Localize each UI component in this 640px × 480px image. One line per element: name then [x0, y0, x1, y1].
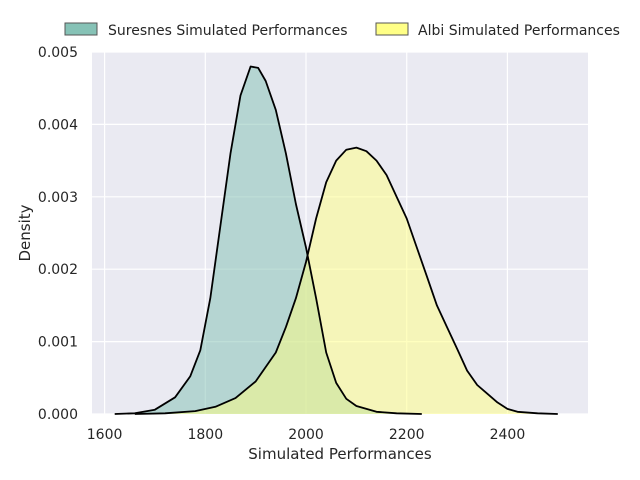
y-tick-label: 0.005: [38, 45, 78, 61]
legend-label-suresnes: Suresnes Simulated Performances: [108, 23, 348, 39]
density-areas: [114, 65, 558, 415]
x-tick-label: 2400: [490, 427, 526, 443]
x-tick-label: 1600: [87, 427, 123, 443]
y-tick-label: 0.000: [38, 407, 78, 423]
y-tick-label: 0.004: [38, 117, 78, 133]
y-tick-label: 0.001: [38, 335, 78, 351]
y-tick-label: 0.003: [38, 190, 78, 206]
density-area-albi: [134, 147, 558, 414]
density-line-albi: [134, 146, 558, 415]
grid: [92, 51, 588, 415]
legend: Suresnes Simulated Performances Albi Simu…: [64, 22, 620, 39]
x-tick-label: 1800: [187, 427, 223, 443]
x-axis-ticks: 1600 1800 2000 2200 2400: [87, 427, 525, 443]
legend-swatch-suresnes: [64, 22, 98, 36]
x-axis-label: Simulated Performances: [248, 445, 432, 463]
y-tick-label: 0.002: [38, 262, 78, 278]
y-axis-ticks: 0.000 0.001 0.002 0.003 0.004 0.005: [38, 45, 78, 423]
x-tick-label: 2000: [288, 427, 324, 443]
y-axis-label: Density: [16, 204, 34, 261]
legend-label-albi: Albi Simulated Performances: [418, 23, 620, 39]
density-area-suresnes: [114, 66, 422, 414]
density-line-suresnes: [114, 65, 422, 415]
legend-swatch-albi: [375, 22, 409, 36]
x-tick-label: 2200: [389, 427, 425, 443]
